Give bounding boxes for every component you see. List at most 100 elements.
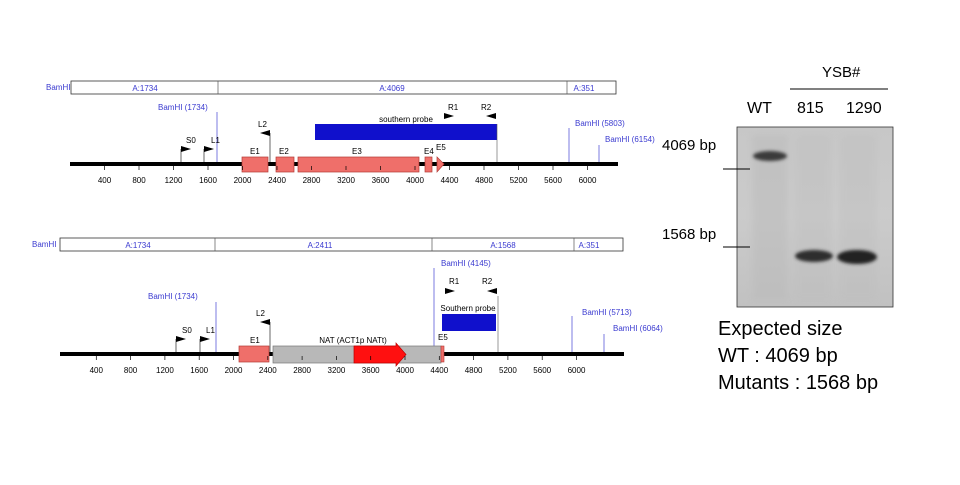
wt-ruler-label: 5200 bbox=[510, 176, 528, 185]
mutant-primer-label: S0 bbox=[182, 326, 192, 335]
wt-primer-label: R2 bbox=[481, 103, 492, 112]
marker-label-1568: 1568 bp bbox=[662, 226, 717, 243]
wt-enzyme-tag: BamHI bbox=[46, 83, 70, 92]
wt-ruler-label: 2400 bbox=[268, 176, 286, 185]
wt-primer-arrow-icon bbox=[444, 113, 454, 119]
wt-ruler-label: 2000 bbox=[234, 176, 252, 185]
nat-orf-arrow-icon bbox=[353, 342, 407, 367]
mutant-fragment-label: A:1734 bbox=[125, 241, 151, 250]
wt-ruler-label: 2800 bbox=[303, 176, 321, 185]
mutant-exon-label: E1 bbox=[250, 336, 260, 345]
wt-ruler-label: 1200 bbox=[165, 176, 183, 185]
wt-primer-arrow-icon bbox=[204, 146, 214, 152]
wt-exon-arrow-icon bbox=[436, 156, 445, 173]
nat-cassette-label: NAT (ACT1p NATt) bbox=[319, 336, 387, 345]
lane-label-815: 815 bbox=[797, 100, 824, 117]
mutant-ruler: 400 800 1200 1600 2000 2400 2800 3200 3600 4000 44… bbox=[90, 356, 586, 375]
mutant-exon bbox=[440, 345, 445, 363]
wt-exon-label: E2 bbox=[279, 147, 289, 156]
expected-title: Expected size bbox=[718, 318, 843, 340]
blot-lane-smear bbox=[840, 135, 876, 300]
mutant-ruler-label: 400 bbox=[90, 366, 104, 375]
mutant-primer-arrow-icon bbox=[176, 336, 186, 342]
wt-primer-label: R1 bbox=[448, 103, 459, 112]
blot-band-815 bbox=[795, 250, 833, 262]
mutant-ruler-label: 5600 bbox=[533, 366, 551, 375]
wt-exon bbox=[297, 156, 420, 173]
mutant-primer-label: L1 bbox=[206, 326, 215, 335]
wt-site-label: BamHI (1734) bbox=[158, 103, 208, 112]
wt-ruler-label: 4800 bbox=[475, 176, 493, 185]
wt-exon bbox=[275, 156, 295, 173]
mutant-primer-arrow-icon bbox=[445, 288, 455, 294]
expected-mutants: Mutants : 1568 bp bbox=[718, 372, 879, 394]
mutant-enzyme-tag: BamHI bbox=[32, 240, 56, 249]
mutant-primer-label: R1 bbox=[449, 277, 460, 286]
wt-exon-label: E3 bbox=[352, 147, 362, 156]
blot-group-label: YSB# bbox=[822, 64, 861, 81]
mutant-ruler-label: 2400 bbox=[259, 366, 277, 375]
mutant-primer-arrow-icon bbox=[487, 288, 497, 294]
wt-primer-arrow-icon bbox=[486, 113, 496, 119]
wt-ruler-label: 3600 bbox=[372, 176, 390, 185]
mutant-ruler-label: 5200 bbox=[499, 366, 517, 375]
wt-ruler-label: 5600 bbox=[544, 176, 562, 185]
blot-lane-smear bbox=[752, 135, 788, 300]
mutant-site-label: BamHI (5713) bbox=[582, 308, 632, 317]
wt-exon bbox=[424, 156, 433, 173]
mutant-site-label: BamHI (4145) bbox=[441, 259, 491, 268]
lane-label-wt: WT bbox=[747, 100, 772, 117]
wt-site-label: BamHI (6154) bbox=[605, 135, 655, 144]
wt-southern-probe bbox=[315, 124, 497, 140]
wt-fragment-bar bbox=[70, 80, 617, 95]
mutant-site-label: BamHI (1734) bbox=[148, 292, 198, 301]
wt-primer-label: L1 bbox=[211, 136, 220, 145]
mutant-ruler-label: 4800 bbox=[465, 366, 483, 375]
mutant-fragment-label: A:1568 bbox=[490, 241, 516, 250]
lane-label-1290: 1290 bbox=[846, 100, 882, 117]
mutant-site-label: BamHI (6064) bbox=[613, 324, 663, 333]
wt-site-label: BamHI (5803) bbox=[575, 119, 625, 128]
mutant-map: BamHI A:1734 A:2411 A:1568 A:351 BamHI (… bbox=[32, 237, 663, 375]
wt-fragment-label: A:351 bbox=[574, 84, 595, 93]
wt-ruler-label: 6000 bbox=[579, 176, 597, 185]
blot-lane-smear bbox=[795, 135, 831, 300]
mutant-southern-probe bbox=[442, 314, 496, 331]
mutant-primer-arrow-icon bbox=[260, 319, 270, 325]
blot-band-wt bbox=[753, 151, 787, 161]
mutant-ruler-label: 2800 bbox=[293, 366, 311, 375]
blot-band-1290 bbox=[837, 250, 877, 264]
wt-ruler-label: 1600 bbox=[199, 176, 217, 185]
mutant-ruler-label: 800 bbox=[124, 366, 138, 375]
expected-wt: WT : 4069 bp bbox=[718, 345, 838, 367]
wt-primer-label: L2 bbox=[258, 120, 267, 129]
marker-label-4069: 4069 bp bbox=[662, 137, 717, 154]
wt-primer-arrow-icon bbox=[181, 146, 191, 152]
wt-ruler-label: 4400 bbox=[441, 176, 459, 185]
mutant-primer-label: R2 bbox=[482, 277, 493, 286]
wt-exon-label: E4 bbox=[424, 147, 434, 156]
mutant-ruler-label: 1200 bbox=[156, 366, 174, 375]
wt-map: BamHI A:1734 A:4069 A:351 BamHI (1734) B… bbox=[46, 80, 655, 185]
wt-ruler-label: 800 bbox=[132, 176, 146, 185]
mutant-ruler-label: 6000 bbox=[568, 366, 586, 375]
wt-probe-label: southern probe bbox=[379, 115, 433, 124]
wt-primer-label: S0 bbox=[186, 136, 196, 145]
wt-fragment-label: A:1734 bbox=[132, 84, 158, 93]
mutant-fragment-bar bbox=[59, 237, 624, 252]
mutant-ruler-label: 3600 bbox=[362, 366, 380, 375]
wt-exon-label: E5 bbox=[436, 143, 446, 152]
mutant-fragment-label: A:2411 bbox=[308, 241, 333, 250]
mutant-exon bbox=[238, 345, 270, 363]
wt-exon bbox=[241, 156, 269, 173]
mutant-ruler-label: 3200 bbox=[328, 366, 346, 375]
wt-ruler-label: 400 bbox=[98, 176, 112, 185]
mutant-ruler-label: 4000 bbox=[396, 366, 414, 375]
mutant-exon-label: E5 bbox=[438, 333, 448, 342]
mutant-fragment-label: A:351 bbox=[579, 241, 600, 250]
wt-primer-arrow-icon bbox=[260, 130, 270, 136]
mutant-primer-arrow-icon bbox=[200, 336, 210, 342]
mutant-ruler-label: 2000 bbox=[225, 366, 243, 375]
